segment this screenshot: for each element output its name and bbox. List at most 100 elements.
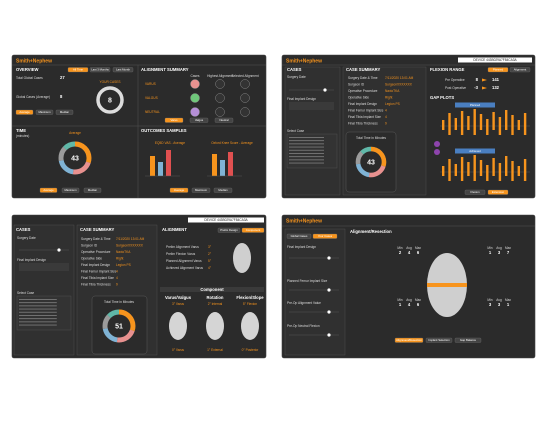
- label: Prelim Flexion Varus: [166, 252, 196, 256]
- button-label[interactable]: Prelim Design: [220, 228, 238, 232]
- gap-bar: [448, 159, 451, 172]
- button[interactable]: [487, 189, 509, 195]
- slider-knob[interactable]: [57, 248, 61, 252]
- donut-segment: [58, 141, 92, 175]
- button-label[interactable]: Neutral: [219, 118, 228, 122]
- button-label[interactable]: Maximum: [64, 188, 77, 192]
- button-label[interactable]: Planned: [493, 68, 504, 72]
- button[interactable]: [55, 109, 74, 115]
- button-label[interactable]: Median: [88, 188, 98, 192]
- button[interactable]: [487, 67, 509, 73]
- button-label[interactable]: Average: [174, 188, 185, 192]
- slider-knob[interactable]: [327, 288, 331, 292]
- button[interactable]: [217, 227, 241, 233]
- label: Selected Alignment: [231, 74, 258, 78]
- slider-knob[interactable]: [323, 88, 327, 92]
- label: Surgery Date & Time: [81, 237, 111, 241]
- button-label[interactable]: Component: [246, 228, 261, 232]
- button[interactable]: [241, 227, 265, 233]
- case-row: [289, 146, 324, 148]
- button-label[interactable]: Average: [19, 110, 30, 114]
- resection-line: [427, 283, 467, 287]
- label: Final Implant Design: [81, 263, 110, 267]
- label: Select Case: [287, 129, 304, 133]
- label: Prelim Alignment Varus: [166, 245, 199, 249]
- gap-bar: [473, 172, 476, 181]
- button-label[interactable]: Alignment: [514, 68, 527, 72]
- label: -3: [474, 85, 478, 90]
- alignment-dot: [190, 107, 200, 117]
- button[interactable]: [61, 187, 80, 193]
- gap-bar: [448, 172, 451, 181]
- button[interactable]: [189, 117, 209, 123]
- panel-global-cases: [281, 214, 536, 359]
- button-label[interactable]: Implant Selection: [428, 338, 450, 342]
- marker: [434, 141, 440, 147]
- button-label[interactable]: Average: [43, 188, 54, 192]
- dropdown: [19, 263, 69, 271]
- donut-segment: [355, 146, 387, 178]
- button-label[interactable]: Varus: [170, 118, 178, 122]
- button-label[interactable]: Last Month: [116, 68, 130, 72]
- label: 5° Flexion: [243, 302, 257, 306]
- button[interactable]: [83, 187, 102, 193]
- button[interactable]: [464, 189, 486, 195]
- button-label[interactable]: Alignment/Resection: [396, 338, 422, 342]
- button[interactable]: [509, 67, 531, 73]
- label: 0° Varus: [172, 348, 184, 352]
- alignment-dot: [240, 107, 250, 117]
- button[interactable]: [15, 109, 34, 115]
- label: Varus/Valgus: [165, 295, 192, 300]
- button[interactable]: [214, 117, 234, 123]
- gap-bar: [460, 172, 464, 181]
- button-label[interactable]: Extension: [492, 190, 505, 194]
- button[interactable]: [454, 337, 482, 343]
- label: FLEXION RANGE: [430, 67, 465, 72]
- label: 4: [116, 269, 118, 273]
- button[interactable]: [213, 187, 233, 193]
- gap-bar: [511, 161, 514, 172]
- button[interactable]: [39, 187, 58, 193]
- filter-box: [284, 228, 346, 356]
- slider-knob[interactable]: [327, 310, 331, 314]
- button[interactable]: [164, 117, 184, 123]
- button-label[interactable]: Valgus: [195, 118, 204, 122]
- button[interactable]: [425, 337, 453, 343]
- button-label[interactable]: Global Cases: [291, 234, 308, 238]
- button[interactable]: [35, 109, 54, 115]
- button[interactable]: [312, 233, 338, 239]
- case-row: [289, 143, 324, 145]
- button[interactable]: [67, 67, 89, 73]
- button-label[interactable]: Flexion: [470, 190, 479, 194]
- donut-value: 51: [115, 323, 123, 330]
- case-row: [19, 315, 57, 316]
- label: CASES: [16, 227, 31, 232]
- marker: [434, 149, 440, 155]
- button-label[interactable]: Your Cases: [318, 234, 333, 238]
- button-label[interactable]: Maximum: [38, 110, 51, 114]
- case-row: [289, 149, 324, 151]
- button[interactable]: [112, 67, 134, 73]
- button-label[interactable]: Gap Balance: [460, 338, 477, 342]
- button[interactable]: [394, 337, 424, 343]
- button-label[interactable]: Median: [218, 188, 228, 192]
- slider-knob[interactable]: [327, 333, 331, 337]
- slider-knob[interactable]: [327, 256, 331, 260]
- case-row: [19, 308, 57, 310]
- button[interactable]: [286, 233, 312, 239]
- label: Surgery Date & Time: [348, 76, 378, 80]
- gap-bar: [473, 126, 476, 135]
- button-label[interactable]: Last 3 Months: [91, 68, 109, 72]
- gap-bar: [486, 119, 489, 126]
- label: Surgeon ID: [348, 82, 365, 86]
- gap-bar: [479, 126, 483, 130]
- button-label[interactable]: Maximum: [195, 188, 208, 192]
- button[interactable]: [89, 67, 111, 73]
- alignment-dot: [215, 93, 225, 103]
- button-label[interactable]: Median: [60, 110, 70, 114]
- button[interactable]: [169, 187, 189, 193]
- button-label[interactable]: All Time: [73, 68, 83, 72]
- donut-segment: [102, 309, 136, 343]
- label: 1: [507, 302, 510, 307]
- button[interactable]: [191, 187, 211, 193]
